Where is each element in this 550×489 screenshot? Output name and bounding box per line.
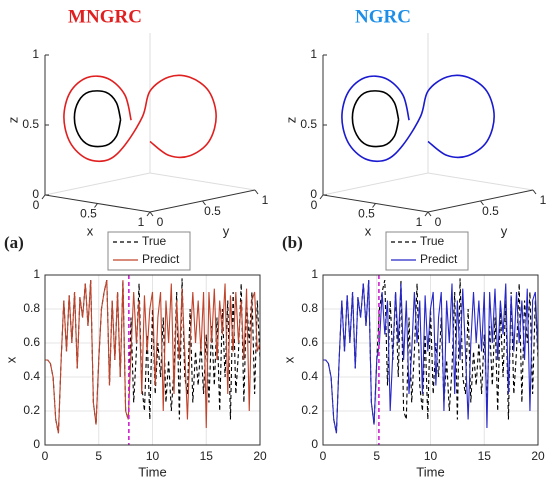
x-tick xyxy=(41,194,46,200)
x-axis-label: Time xyxy=(138,464,166,479)
x-tick-label: 5 xyxy=(373,449,380,463)
y-tick-label: 0 xyxy=(311,437,318,451)
y-tick-label: 1 xyxy=(262,193,269,207)
z-tick-label: 0.5 xyxy=(300,117,317,131)
y-tick xyxy=(480,200,484,206)
y-tick-label: 0 xyxy=(33,437,40,451)
x-tick xyxy=(424,211,429,217)
x-axis-label: x xyxy=(365,223,372,238)
chart-title: NGRC xyxy=(355,6,411,27)
legend-box xyxy=(385,231,469,271)
z-tick-label: 0 xyxy=(310,187,317,201)
x-tick xyxy=(372,203,376,208)
z-axis-label: z xyxy=(5,117,20,124)
y-tick xyxy=(202,200,206,206)
legend-label: True xyxy=(420,234,445,248)
z-tick-label: 0.5 xyxy=(22,117,39,131)
y-tick-label: 0.4 xyxy=(23,369,40,383)
y-tick-label: 0.2 xyxy=(301,403,318,417)
x-tick-label: 0 xyxy=(33,198,40,212)
x-tick-label: 1 xyxy=(138,215,145,229)
x-tick-label: 0 xyxy=(311,198,318,212)
axes-box xyxy=(44,274,261,446)
panel-label: (a) xyxy=(4,233,24,252)
x-tick-label: 0 xyxy=(320,449,327,463)
x-tick-label: 10 xyxy=(424,449,438,463)
trajectory xyxy=(351,90,400,148)
x-axis-label: x xyxy=(87,223,94,238)
y-tick-label: 0.8 xyxy=(301,301,318,315)
y-tick-label: 0 xyxy=(157,215,164,229)
y-tick-label: 1 xyxy=(540,193,547,207)
legend-box xyxy=(107,231,191,271)
z-tick-label: 0 xyxy=(32,187,39,201)
y-tick xyxy=(532,189,537,195)
box-back xyxy=(44,33,256,196)
trajectory xyxy=(341,74,495,163)
y-tick-label: 0 xyxy=(435,215,442,229)
y-tick-label: 0.8 xyxy=(23,301,40,315)
y-tick-label: 0.5 xyxy=(204,204,221,218)
y-tick xyxy=(427,211,432,217)
x-tick xyxy=(94,203,98,208)
series-line xyxy=(323,280,538,434)
x-tick-label: 0.5 xyxy=(358,207,375,221)
legend-label: Predict xyxy=(420,252,458,266)
y-axis-label: y xyxy=(223,223,230,238)
z-axis-label: z xyxy=(283,117,298,124)
x-tick-label: 1 xyxy=(416,215,423,229)
y-axis-label: x xyxy=(281,356,296,363)
x-tick-label: 0 xyxy=(42,449,49,463)
legend-label: Predict xyxy=(142,252,180,266)
x-axis-label: Time xyxy=(416,464,444,479)
y-tick-label: 0.6 xyxy=(301,335,318,349)
y-tick-label: 0.4 xyxy=(301,369,318,383)
x-tick-label: 10 xyxy=(146,449,160,463)
z-tick-label: 1 xyxy=(310,47,317,61)
y-tick xyxy=(254,189,259,195)
series-line xyxy=(45,279,260,434)
legend-label: True xyxy=(142,234,167,248)
x-tick-label: 20 xyxy=(253,449,267,463)
x-tick-label: 0.5 xyxy=(80,207,97,221)
y-tick-label: 1 xyxy=(33,267,40,281)
z-tick-label: 1 xyxy=(32,47,39,61)
x-tick-label: 20 xyxy=(531,449,545,463)
axes-box xyxy=(322,274,539,446)
trajectory xyxy=(73,90,122,148)
x-tick-label: 5 xyxy=(95,449,102,463)
y-tick xyxy=(149,211,154,217)
x-tick-label: 15 xyxy=(200,449,214,463)
y-axis-label: y xyxy=(501,223,508,238)
x-tick xyxy=(319,194,324,200)
y-tick-label: 0.2 xyxy=(23,403,40,417)
y-tick-label: 0.5 xyxy=(482,204,499,218)
x-tick xyxy=(146,211,151,217)
box-back xyxy=(322,33,534,196)
trajectory xyxy=(63,74,217,163)
y-tick-label: 0.6 xyxy=(23,335,40,349)
panel-label: (b) xyxy=(282,233,303,252)
y-axis-label: x xyxy=(3,356,18,363)
x-tick-label: 15 xyxy=(478,449,492,463)
chart-title: MNGRC xyxy=(68,6,142,27)
y-tick-label: 1 xyxy=(311,267,318,281)
